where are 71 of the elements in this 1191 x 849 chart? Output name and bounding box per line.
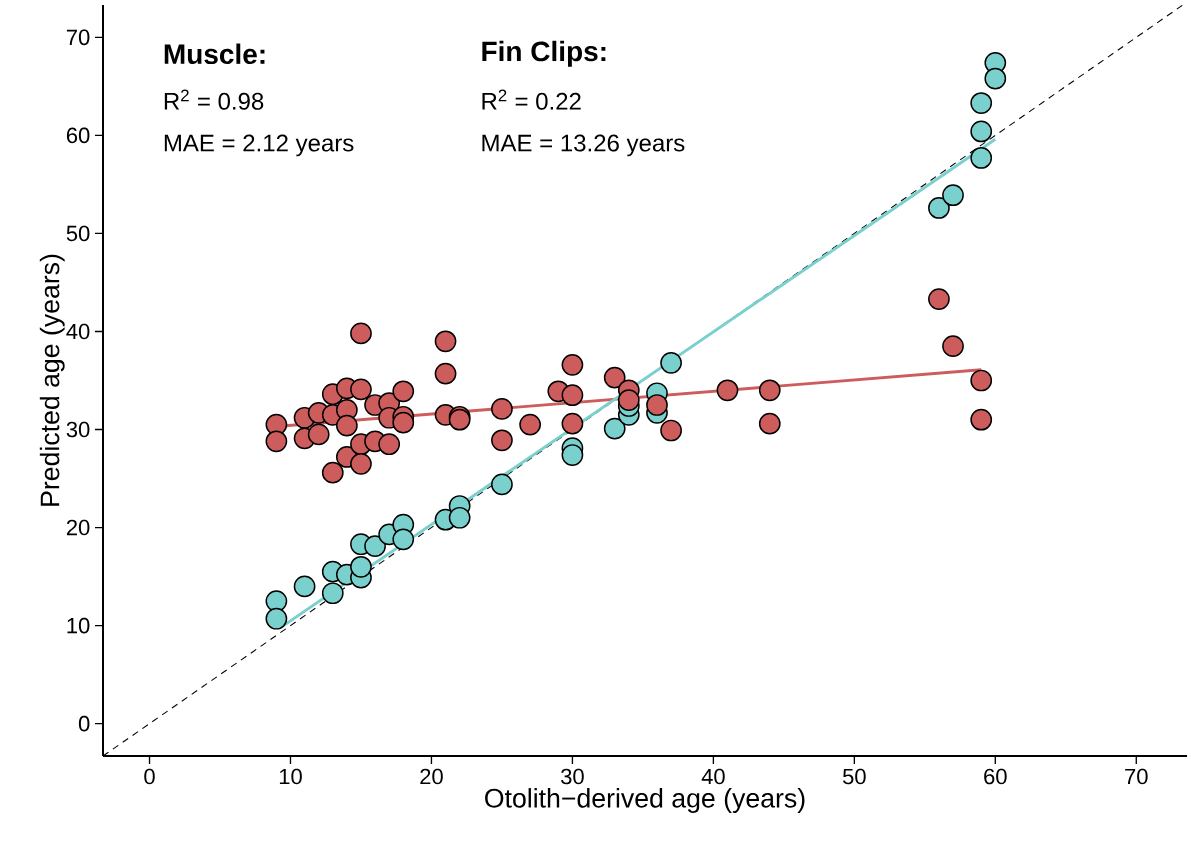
point [561,444,584,466]
annotation: R$^{2}$ = 0.22 [482,89,581,110]
x-tick-label: 0 [144,768,155,785]
point [491,473,513,496]
annotation: MAE = 13.26 years [482,134,685,157]
y-tick-label: 0 [78,715,90,732]
point [265,430,288,453]
y-tick-label: 20 [66,519,90,536]
point [716,379,739,402]
point [970,120,993,143]
point [392,380,415,403]
x-tick-label: 30 [561,768,584,785]
point [758,412,781,435]
point [392,411,415,434]
point [321,461,344,484]
point [378,433,401,456]
annotation: R$^{2}$ = 0.98 [164,89,264,110]
point [928,197,950,219]
y-axis-title: Predicted age (years) [39,254,65,506]
point [942,184,964,207]
y-tick-label: 60 [66,127,90,144]
point [350,322,372,345]
y-tick-label: 30 [66,421,90,438]
x-axis-title: Otolith−derived age (years) [485,788,805,813]
point [970,408,993,431]
annotation: MAE = 2.12 years [164,134,354,157]
point [336,414,358,437]
point [491,429,513,452]
point [758,379,781,402]
point [603,366,626,389]
point [307,423,330,446]
point [561,384,584,407]
y-tick-label: 50 [66,225,90,242]
y-tick-label: 70 [66,29,90,46]
y-tick-label: 40 [66,323,90,340]
point [660,419,682,442]
point [434,362,457,385]
point [265,590,288,612]
point [519,413,541,436]
point [970,147,993,169]
point [660,351,682,374]
point [984,67,1007,90]
point [491,398,513,420]
annotation: Fin Clips: [482,40,606,67]
point [970,369,993,392]
point [265,607,288,630]
point [561,412,584,435]
point [392,528,415,551]
point [646,394,668,416]
point [364,535,386,558]
point [321,582,344,605]
point [293,575,316,598]
point [350,452,372,475]
point [970,92,993,114]
x-tick-label: 70 [1125,768,1148,785]
annotation: Muscle: [164,43,265,65]
x-tick-label: 60 [984,768,1007,785]
x-tick-label: 40 [701,768,725,785]
point [942,335,964,358]
point [617,389,640,411]
point [350,555,372,578]
y-tick-label: 10 [67,617,90,634]
point [603,417,626,440]
point [448,506,471,529]
point [350,378,372,401]
point [561,353,584,376]
x-tick-label: 50 [842,768,866,785]
point [434,330,457,353]
x-tick-label: 10 [279,768,302,785]
x-tick-label: 20 [420,768,443,785]
point [928,288,950,310]
